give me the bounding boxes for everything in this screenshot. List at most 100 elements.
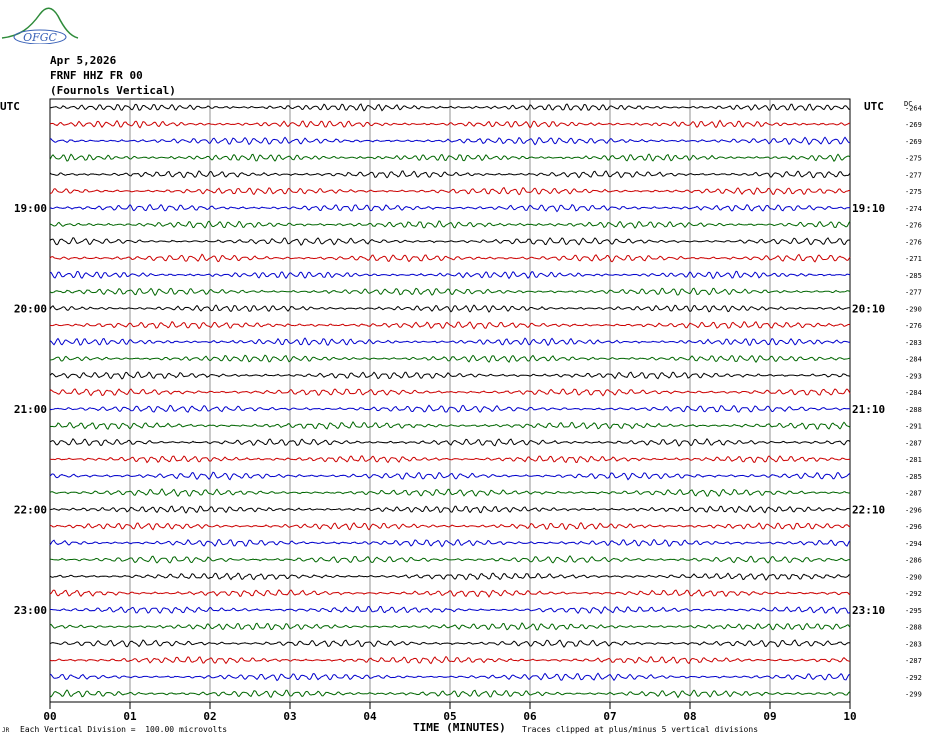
seismic-trace-row: [49, 589, 851, 598]
station-location: (Fournols Vertical): [50, 84, 176, 97]
x-tick-label: 04: [363, 710, 377, 723]
dc-offset-label: -287: [905, 490, 922, 498]
right-time-label: 21:10: [852, 403, 885, 416]
seismic-trace-row: [49, 153, 851, 163]
x-tick-label: 07: [603, 710, 616, 723]
right-time-label: 22:10: [852, 503, 885, 516]
dc-label: DC: [904, 100, 912, 108]
seismic-trace-row: [49, 237, 850, 246]
right-time-label: 20:10: [852, 302, 885, 315]
seismic-trace-row: [49, 354, 851, 363]
dc-offset-label: -283: [905, 339, 922, 347]
seismic-trace-row: [49, 605, 851, 615]
clip-note: Traces clipped at plus/minus 5 vertical …: [522, 725, 759, 734]
seismic-trace-row: [49, 437, 851, 447]
seismic-trace-row: [49, 488, 851, 497]
seismic-trace-row: [49, 639, 851, 648]
x-tick-label: 03: [283, 710, 296, 723]
dc-offset-label: -296: [905, 506, 922, 514]
dc-offset-label: -284: [905, 389, 922, 397]
seismic-trace-row: [50, 103, 851, 112]
seismic-trace-row: [49, 203, 851, 213]
dc-offset-label: -277: [905, 289, 922, 297]
svg-text:OFGC: OFGC: [23, 31, 57, 44]
dc-offset-label: -287: [905, 657, 922, 665]
seismic-trace-row: [49, 186, 851, 196]
x-tick-label: 05: [443, 710, 456, 723]
seismic-trace-row: [49, 388, 851, 397]
dc-offset-label: -269: [905, 138, 922, 146]
seismic-trace-row: [49, 404, 851, 413]
seismic-trace-row: [49, 287, 851, 297]
seismic-trace-row: [49, 337, 851, 347]
dc-offset-label: -275: [905, 188, 922, 196]
station-code: FRNF HHZ FR 00: [50, 69, 143, 82]
seismic-trace-row: [49, 321, 851, 330]
seismic-trace-row: [49, 505, 851, 514]
left-time-label: 22:00: [14, 503, 47, 516]
seismic-trace-row: [49, 521, 851, 531]
dc-offset-label: -264: [905, 104, 922, 112]
seismic-trace-row: [49, 253, 851, 263]
dc-offset-label: -292: [905, 590, 922, 598]
dc-offset-label: -295: [905, 607, 922, 615]
seismic-trace-row: [49, 304, 851, 313]
plot-date: Apr 5,2026: [50, 54, 117, 67]
seismic-trace-row: [49, 270, 851, 280]
seismic-trace-row: [49, 655, 851, 665]
dc-offset-label: -292: [905, 674, 922, 682]
seismic-trace-row: [49, 136, 850, 146]
seismic-trace-row: [49, 555, 851, 564]
dc-offset-label: -299: [905, 691, 922, 699]
seismic-trace-row: [49, 538, 851, 548]
corner-mark: JR: [2, 727, 10, 734]
left-utc-label: UTC: [0, 100, 20, 113]
dc-offset-label: -281: [905, 456, 922, 464]
seismic-trace-row: [49, 572, 851, 581]
left-time-label: 20:00: [14, 302, 47, 315]
seismic-trace-row: [49, 170, 851, 179]
dc-offset-label: -285: [905, 272, 922, 280]
seismic-trace-row: [49, 689, 851, 699]
dc-offset-label: -288: [905, 406, 922, 414]
dc-offset-label: -284: [905, 356, 922, 364]
dc-offset-label: -294: [905, 540, 922, 548]
right-utc-label: UTC: [864, 100, 884, 113]
dc-offset-label: -271: [905, 255, 922, 263]
right-time-label: 23:10: [852, 604, 885, 617]
dc-offset-label: -277: [905, 171, 922, 179]
dc-offset-label: -291: [905, 423, 922, 431]
dc-offset-label: -288: [905, 624, 922, 632]
dc-offset-label: -276: [905, 238, 922, 246]
seismic-trace-row: [50, 455, 851, 464]
x-tick-label: 02: [203, 710, 216, 723]
x-tick-label: 09: [763, 710, 776, 723]
x-tick-label: 06: [523, 710, 537, 723]
dc-offset-label: -283: [905, 640, 922, 648]
x-tick-label: 08: [683, 710, 696, 723]
dc-offset-label: -290: [905, 573, 922, 581]
scale-note: Each Vertical Division = 100.00 microvol…: [20, 725, 228, 734]
seismic-trace-row: [49, 371, 851, 380]
left-time-label: 23:00: [14, 604, 47, 617]
left-time-label: 19:00: [14, 202, 47, 215]
dc-offset-label: -290: [905, 305, 922, 313]
dc-offset-label: -287: [905, 439, 922, 447]
dc-offset-label: -276: [905, 322, 922, 330]
dc-offset-label: -285: [905, 473, 922, 481]
ofgc-logo: OFGC: [1, 7, 79, 44]
x-tick-label: 10: [843, 710, 856, 723]
right-time-label: 19:10: [852, 202, 885, 215]
dc-offset-label: -286: [905, 557, 922, 565]
seismic-trace-row: [49, 220, 851, 229]
x-tick-label: 01: [123, 710, 137, 723]
dc-offset-label: -296: [905, 523, 922, 531]
dc-offset-label: -275: [905, 155, 922, 163]
seismic-trace-row: [49, 622, 851, 631]
seismic-trace-row: [49, 420, 851, 430]
seismic-trace-row: [49, 672, 850, 682]
dc-offset-label: -293: [905, 372, 922, 380]
dc-offset-label: -269: [905, 121, 922, 129]
left-time-label: 21:00: [14, 403, 47, 416]
